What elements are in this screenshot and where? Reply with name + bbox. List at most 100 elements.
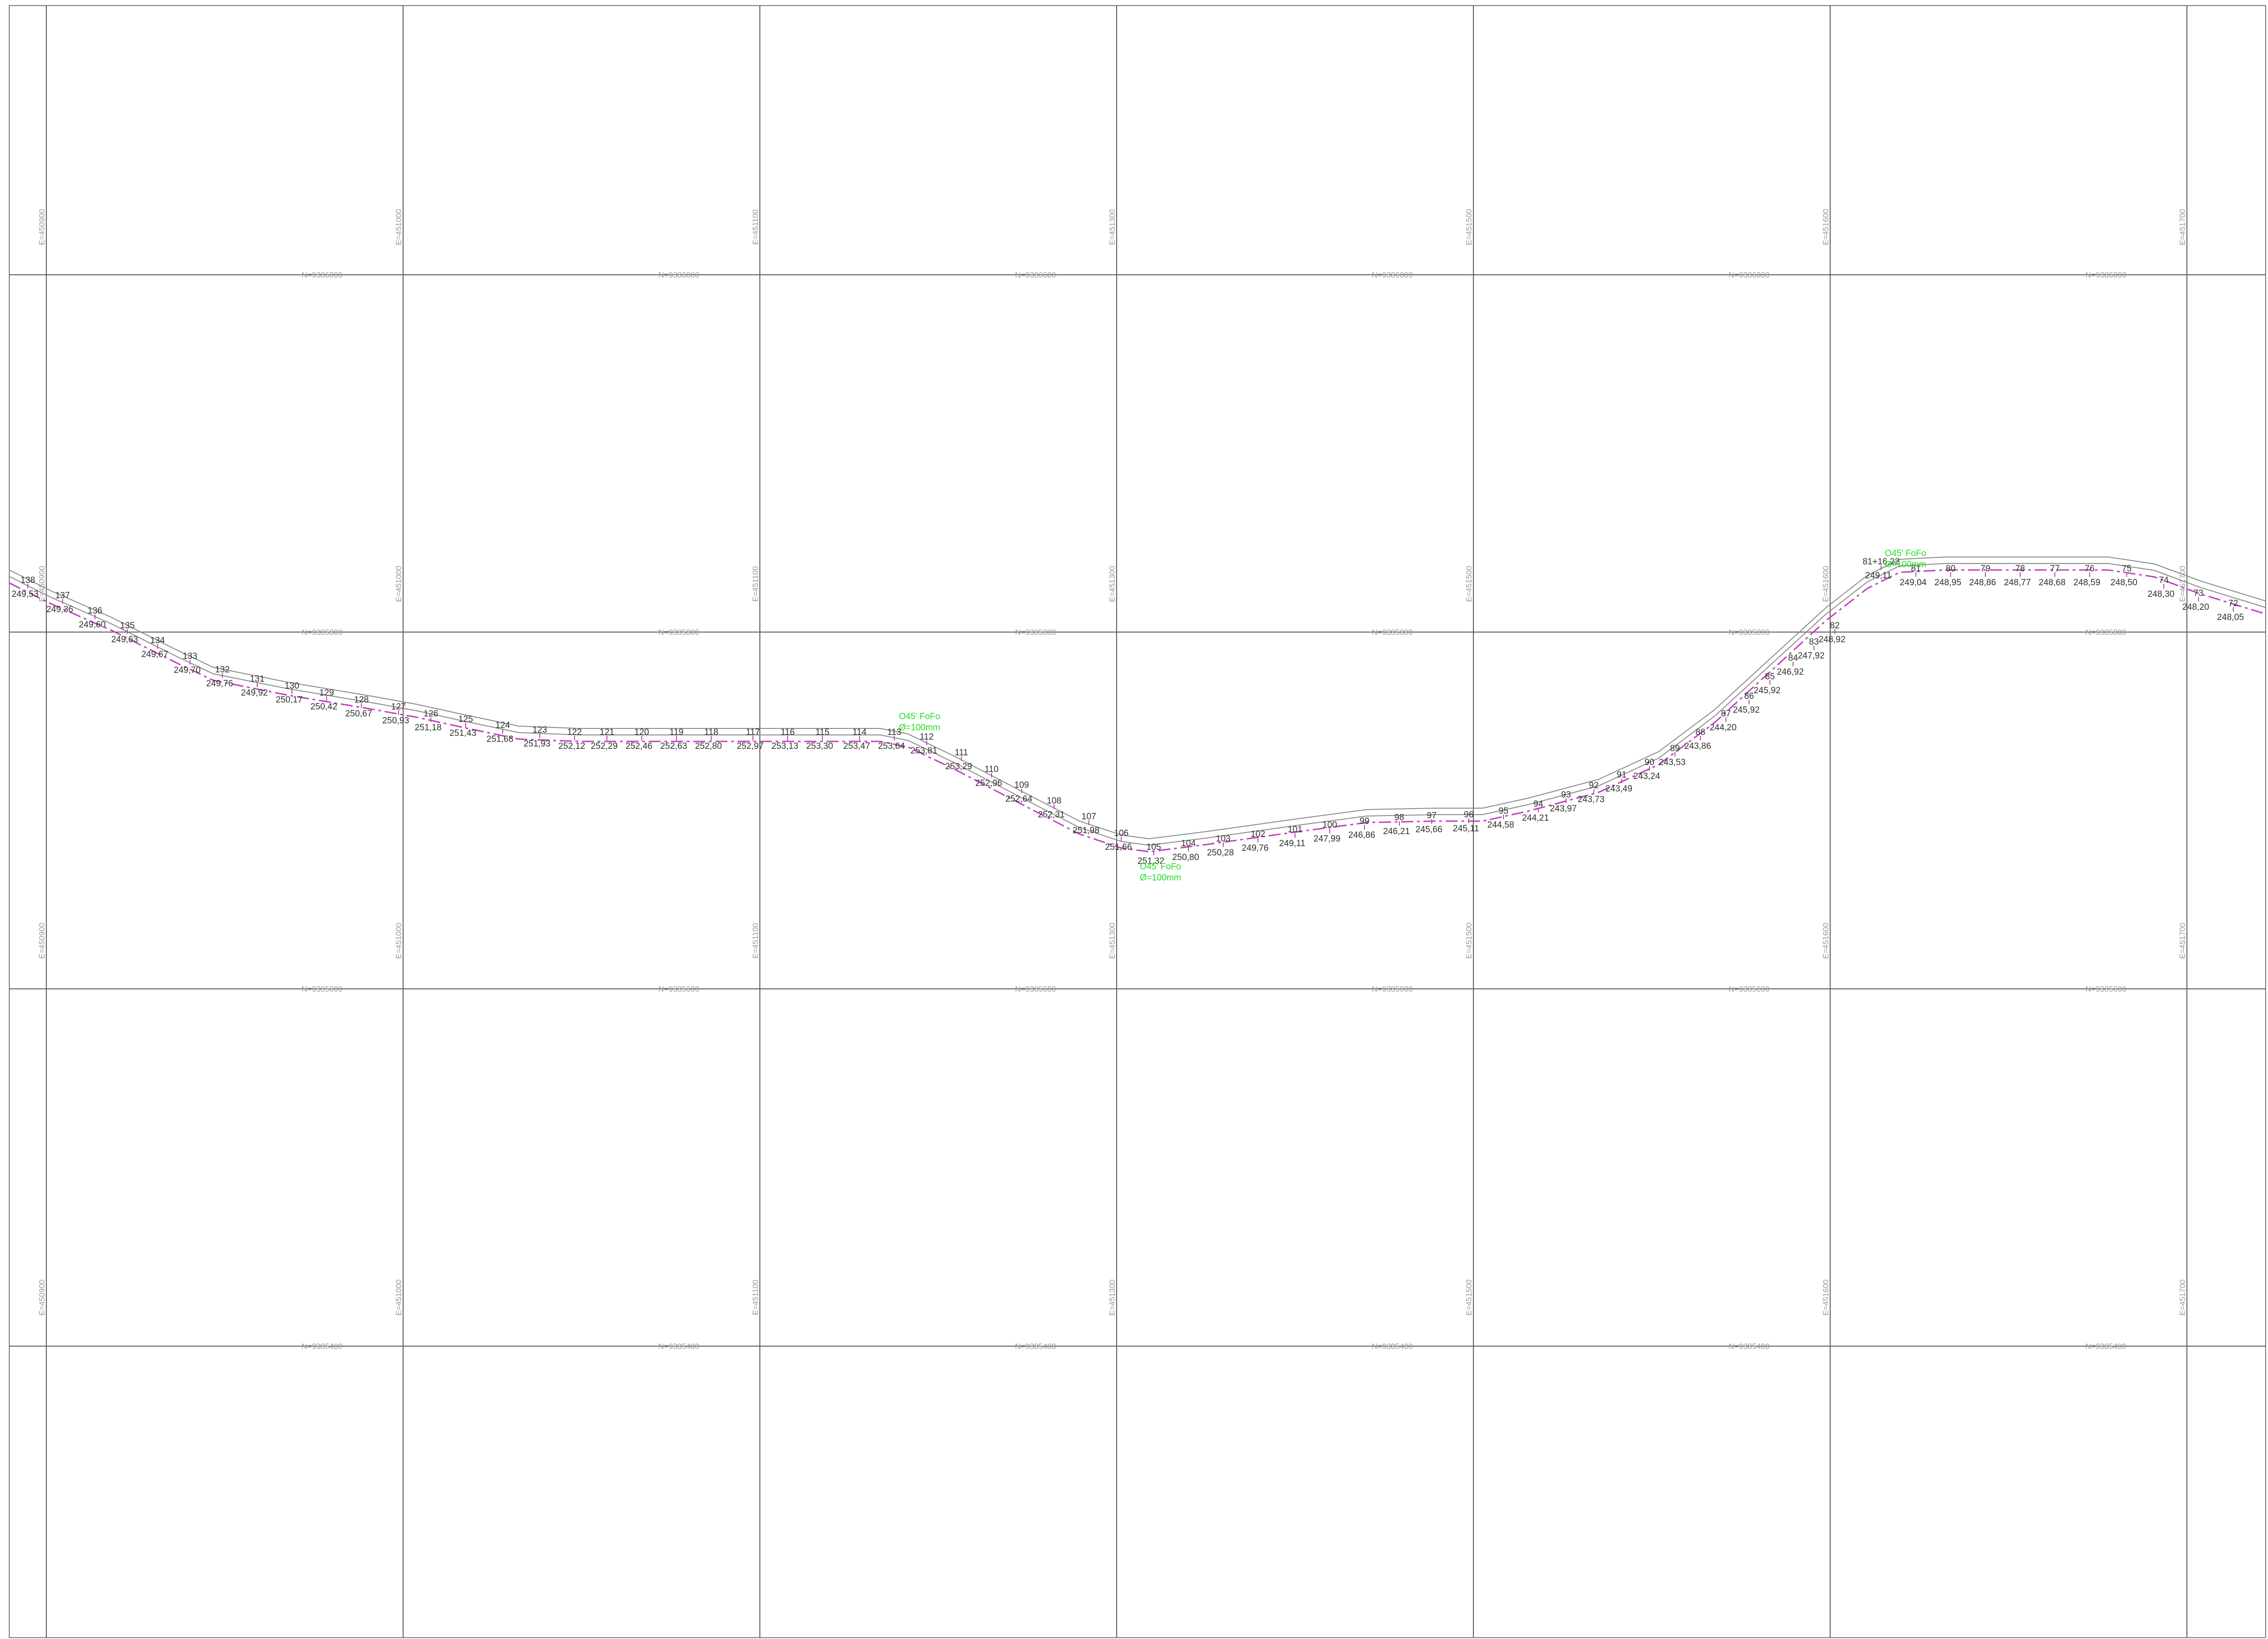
northing-label: N=9385400 [1372, 1342, 1413, 1351]
station-elevation: 245,92 [1733, 705, 1760, 715]
station-number: 99 [1359, 816, 1369, 826]
road-edge-inner [9, 563, 2266, 846]
culvert-diameter: Ø=100mm [1140, 873, 1181, 883]
road-centerline [9, 569, 2266, 853]
easting-label: E=450900 [38, 1279, 46, 1316]
station-elevation: 244,21 [1522, 813, 1549, 823]
station-elevation: 252,29 [591, 741, 618, 751]
station-number: 120 [634, 728, 649, 737]
station-elevation: 251,98 [1073, 826, 1099, 835]
station-number: 124 [495, 721, 510, 730]
culvert-name: O45' FoFo [1885, 549, 1926, 558]
station-number: 77 [2050, 564, 2060, 574]
station-elevation: 248,92 [1819, 635, 1845, 645]
culvert-name: O45' FoFo [899, 712, 940, 721]
station-number: 74 [2159, 576, 2169, 585]
northing-label: N=9386000 [302, 271, 342, 279]
station-elevation: 245,92 [1754, 686, 1781, 696]
station-number: 110 [985, 765, 998, 774]
northing-label: N=9385800 [658, 628, 699, 637]
station-number: 88 [1695, 728, 1705, 737]
northing-label: N=9385800 [302, 628, 342, 637]
station-elevation: 252,80 [695, 741, 722, 751]
station-elevation: 252,12 [558, 741, 585, 751]
station-number: 76 [2085, 564, 2094, 574]
station-number: 127 [391, 702, 406, 712]
northing-label: N=9385800 [1015, 628, 1056, 637]
culvert-diameter: Ø=100mm [1885, 560, 1926, 570]
station-number: 129 [319, 688, 334, 698]
easting-label: E=451500 [1465, 1279, 1473, 1316]
station-elevation: 252,64 [1005, 794, 1033, 804]
station-elevation: 249,76 [1242, 843, 1269, 853]
station-number: 118 [704, 728, 718, 737]
culvert-name: O45' FoFo [1140, 862, 1181, 872]
easting-label: E=451700 [2178, 923, 2187, 959]
northing-label: N=9386000 [658, 271, 699, 279]
easting-label: E=451000 [394, 209, 403, 245]
northing-label: N=9385600 [1372, 985, 1413, 994]
station-number: 130 [284, 681, 299, 691]
station-number: 128 [354, 695, 369, 705]
northing-label: N=9386000 [1372, 271, 1413, 279]
station-elevation: 249,11 [1279, 839, 1306, 848]
station-elevation: 248,77 [2004, 578, 2031, 588]
easting-label: E=451300 [1108, 566, 1117, 602]
station-number: 84 [1788, 653, 1798, 663]
station-number: 138 [20, 576, 35, 585]
station-elevation: 245,11 [1453, 824, 1479, 834]
station-number: 97 [1427, 811, 1436, 821]
station-elevation: 243,53 [1659, 758, 1686, 767]
station-elevation: 249,63 [111, 635, 138, 645]
grid-labels: E=450900 E=450900 E=450900 E=450900 E=451000… [38, 209, 2187, 1351]
station-elevation: 243,49 [1605, 784, 1632, 794]
station-elevation: 252,63 [660, 741, 687, 751]
station-elevation: 249,53 [12, 589, 38, 599]
station-number: 117 [746, 728, 760, 737]
station-number: 104 [1181, 839, 1196, 848]
station-elevation: 244,58 [1487, 820, 1514, 830]
northing-label: N=9385400 [658, 1342, 699, 1351]
station-number: 135 [120, 621, 135, 631]
northing-label: N=9385600 [2085, 985, 2126, 994]
station-number: 80 [1946, 564, 1955, 574]
station-number: 90 [1644, 758, 1654, 767]
station-elevation: 251,93 [524, 739, 550, 749]
station-elevation: 251,32 [1137, 856, 1164, 866]
station-number: 78 [2015, 564, 2025, 574]
station-elevation: 248,30 [2148, 589, 2174, 599]
station-elevation: 252,96 [975, 778, 1002, 788]
station-number: 123 [532, 725, 547, 735]
station-number: 122 [567, 728, 582, 737]
station-number: 116 [781, 728, 795, 737]
station-elevation: 248,59 [2073, 578, 2100, 588]
easting-label: E=451600 [1821, 923, 1830, 959]
station-number: 121 [600, 728, 614, 737]
station-elevation: 253,81 [910, 746, 937, 756]
sheet-border [9, 5, 2266, 1638]
easting-label: E=451300 [1108, 923, 1117, 959]
station-number: 119 [670, 728, 683, 737]
station-elevation: 253,30 [806, 741, 833, 751]
station-elevation: 252,31 [1038, 810, 1065, 820]
easting-label: E=451700 [2178, 566, 2187, 602]
station-elevation: 249,60 [79, 620, 106, 630]
station-number: 95 [1498, 806, 1508, 816]
station-elevation: 250,42 [310, 702, 337, 712]
northing-label: N=9385800 [1729, 628, 1769, 637]
station-number: 73 [2193, 589, 2203, 598]
station-elevation: 250,93 [382, 716, 409, 726]
station-number: 72 [2228, 599, 2238, 608]
station-elevation: 250,80 [1172, 853, 1199, 862]
station-number: 94 [1533, 799, 1543, 809]
station-number: 75 [2122, 564, 2131, 574]
station-number: 96 [1464, 810, 1473, 820]
northing-label: N=9385600 [1015, 985, 1056, 994]
station-number: 106 [1114, 829, 1129, 838]
station-number: 134 [150, 636, 165, 645]
easting-label: E=451300 [1108, 209, 1117, 245]
station-elevation: 249,92 [241, 688, 268, 698]
easting-label: E=451500 [1465, 923, 1473, 959]
station-elevation: 247,99 [1314, 834, 1340, 844]
